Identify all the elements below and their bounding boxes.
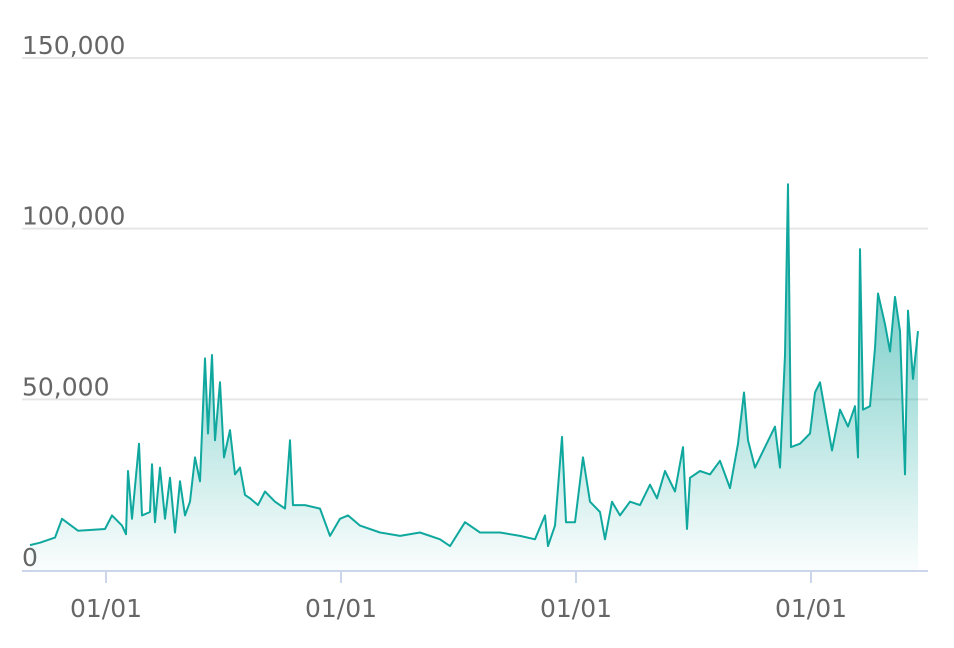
y-tick-label: 50,000 bbox=[22, 372, 109, 401]
y-tick-label: 100,000 bbox=[22, 202, 125, 231]
x-tick-label: 01/01 bbox=[775, 594, 847, 623]
area bbox=[30, 184, 918, 571]
y-tick-label: 150,000 bbox=[22, 31, 125, 60]
x-tick-label: 01/01 bbox=[540, 594, 612, 623]
x-tick-label: 01/01 bbox=[305, 594, 377, 623]
line bbox=[29, 183, 919, 548]
x-tick-label: 01/01 bbox=[70, 594, 142, 623]
